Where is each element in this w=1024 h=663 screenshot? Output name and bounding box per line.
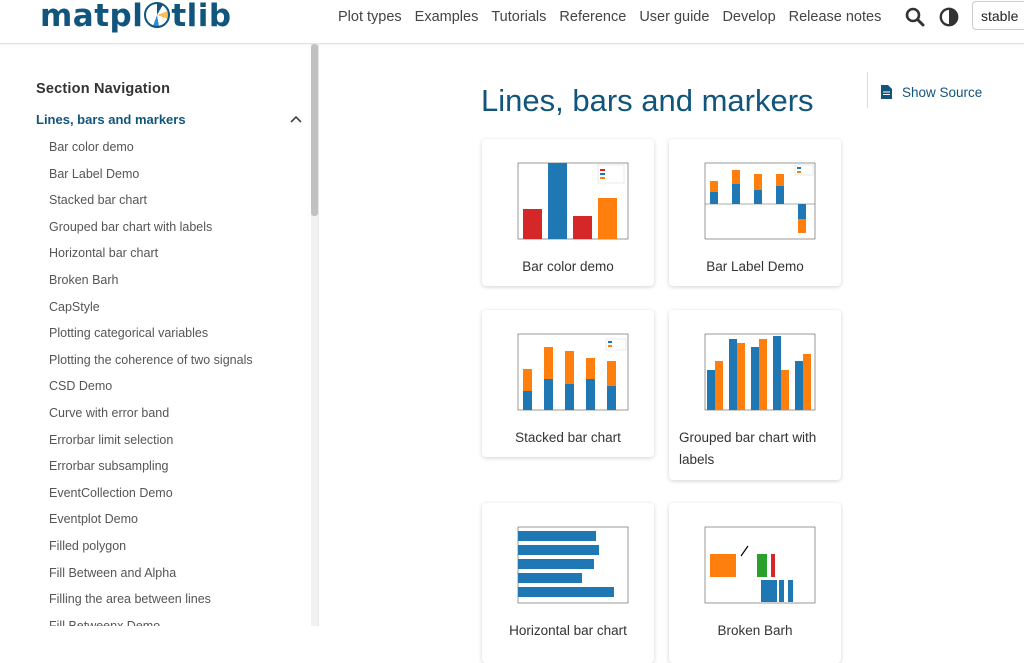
gallery-card-bar-label-demo[interactable]: Bar Label Demo <box>669 139 841 286</box>
card-label: Grouped bar chart with labels <box>679 430 817 467</box>
sidebar-item[interactable]: Bar Label Demo <box>49 166 140 181</box>
nav-reference[interactable]: Reference <box>559 9 627 25</box>
sidebar-item[interactable]: Plotting categorical variables <box>49 326 209 341</box>
sidebar-item[interactable]: Grouped bar chart with labels <box>49 219 213 234</box>
grouped-bar-thumbnail <box>704 333 816 411</box>
sidebar-item[interactable]: Plotting the coherence of two signals <box>49 352 253 367</box>
sidebar-item-active[interactable]: Lines, bars and markers <box>36 112 186 127</box>
sidebar-item[interactable]: Curve with error band <box>49 405 170 420</box>
gallery-card-grouped-bar-chart[interactable]: Grouped bar chart with labels <box>669 310 841 480</box>
sidebar-scrollbar[interactable] <box>311 44 319 626</box>
bar-color-demo-thumbnail <box>517 162 629 240</box>
stacked-bar-thumbnail <box>517 333 629 411</box>
sidebar-item[interactable]: Horizontal bar chart <box>49 246 159 261</box>
card-label: Bar color demo <box>522 259 614 274</box>
section-nav-title: Section Navigation <box>36 81 171 97</box>
chevron-up-icon[interactable] <box>290 114 302 124</box>
top-navbar: matpl tlib Plot types Examples Tutorials … <box>0 0 1024 44</box>
search-icon[interactable] <box>905 7 925 27</box>
version-select[interactable]: stable <box>972 1 1024 30</box>
sidebar-list: Bar color demo Bar Label Demo Stacked ba… <box>49 138 253 626</box>
nav-plot-types[interactable]: Plot types <box>338 9 402 25</box>
gallery-card-stacked-bar-chart[interactable]: Stacked bar chart <box>482 310 654 457</box>
card-label: Bar Label Demo <box>706 259 804 274</box>
sidebar-item[interactable]: Broken Barh <box>49 272 119 287</box>
main-nav: Plot types Examples Tutorials Reference … <box>338 8 888 26</box>
card-label: Horizontal bar chart <box>509 623 627 638</box>
sidebar-item[interactable]: Errorbar subsampling <box>49 459 169 474</box>
card-label: Broken Barh <box>717 623 793 638</box>
sidebar-item[interactable]: Bar color demo <box>49 140 134 154</box>
show-source-link[interactable]: Show Source <box>867 72 982 108</box>
broken-barh-thumbnail <box>704 526 816 604</box>
sidebar-item[interactable]: Filling the area between lines <box>49 592 211 607</box>
nav-tutorials[interactable]: Tutorials <box>491 9 547 25</box>
sidebar-item[interactable]: CSD Demo <box>49 379 113 394</box>
gallery-card-bar-color-demo[interactable]: Bar color demo <box>482 139 654 286</box>
gallery-card-horizontal-bar-chart[interactable]: Horizontal bar chart <box>482 503 654 663</box>
logo-mark-icon <box>144 1 171 28</box>
section-navigation: Section Navigation Lines, bars and marke… <box>0 44 310 626</box>
sidebar-item[interactable]: Stacked bar chart <box>49 193 147 208</box>
sidebar-scrollbar-thumb[interactable] <box>311 44 318 216</box>
sidebar-item[interactable]: Eventplot Demo <box>49 512 138 527</box>
nav-release-notes[interactable]: Release notes <box>788 9 882 25</box>
sidebar-item[interactable]: EventCollection Demo <box>49 485 173 500</box>
sidebar-item[interactable]: Errorbar limit selection <box>49 432 174 447</box>
theme-toggle-icon[interactable] <box>939 7 959 27</box>
card-label: Stacked bar chart <box>515 430 621 445</box>
sidebar-item[interactable]: Filled polygon <box>49 538 127 553</box>
sidebar-item[interactable]: CapStyle <box>49 299 100 314</box>
nav-user-guide[interactable]: User guide <box>639 9 710 25</box>
gallery-card-broken-barh[interactable]: Broken Barh <box>669 503 841 663</box>
horizontal-bar-thumbnail <box>517 526 629 604</box>
nav-examples[interactable]: Examples <box>414 9 479 25</box>
sidebar-divider <box>318 44 319 626</box>
page-title: Lines, bars and markers <box>481 83 814 118</box>
show-source-label: Show Source <box>902 85 983 100</box>
sidebar-item[interactable]: Fill Betweenx Demo <box>49 618 161 626</box>
file-icon <box>881 85 892 99</box>
matplotlib-logo[interactable]: matpl tlib <box>40 0 232 34</box>
nav-develop[interactable]: Develop <box>722 9 776 25</box>
bar-label-demo-thumbnail <box>704 162 816 240</box>
sidebar-item[interactable]: Fill Between and Alpha <box>49 565 177 580</box>
